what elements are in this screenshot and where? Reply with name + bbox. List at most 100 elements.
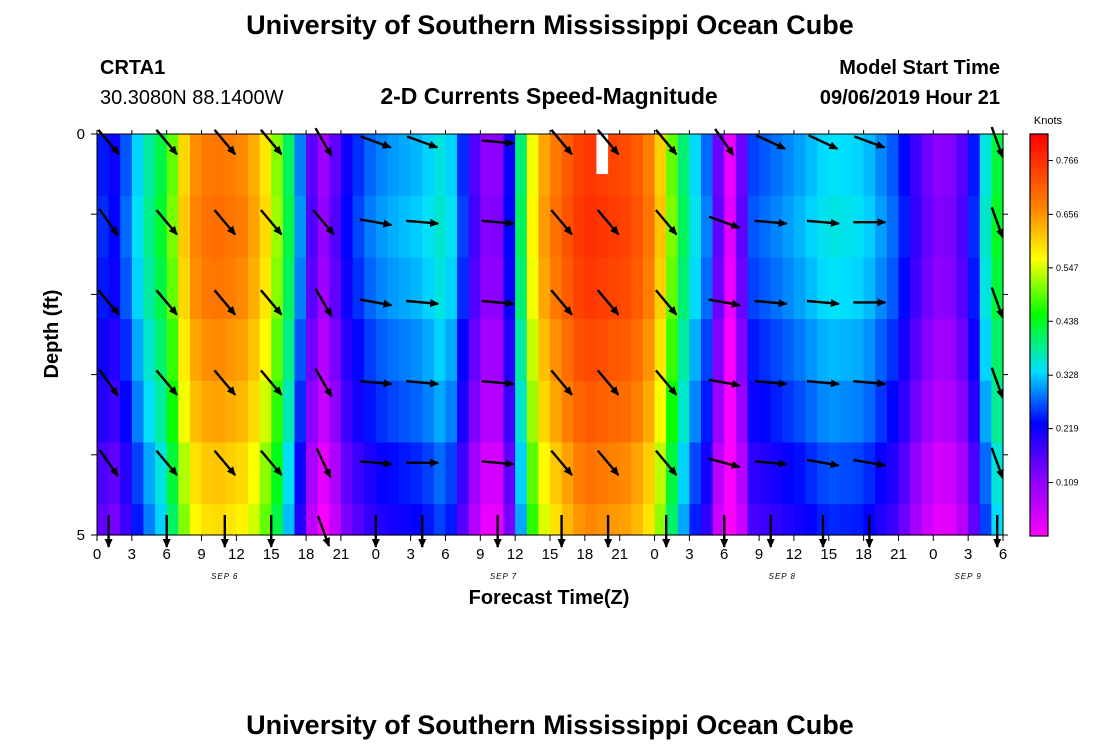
heat-cell (735, 319, 749, 382)
heat-cell (515, 195, 528, 258)
heat-cell (503, 504, 516, 536)
heat-cell (480, 134, 493, 197)
heat-cell (712, 504, 725, 536)
heat-cell (131, 195, 145, 258)
heat-cell (306, 442, 319, 505)
heat-cell (898, 442, 911, 505)
heat-cell (886, 195, 900, 258)
heat-cell (968, 134, 981, 197)
heat-cell (619, 134, 632, 197)
heat-cell (97, 319, 110, 382)
heat-cell (910, 504, 923, 536)
heat-cell (863, 380, 876, 444)
heat-cell (375, 442, 388, 505)
heat-cell (433, 134, 447, 197)
heat-cell (271, 319, 284, 382)
heat-cell (770, 380, 783, 444)
heat-cell (863, 257, 876, 320)
heat-cell (654, 504, 667, 536)
heat-cell (968, 380, 981, 444)
current-vector (806, 299, 840, 308)
heat-cell (666, 257, 679, 320)
heat-cell (294, 380, 307, 444)
heat-cell (248, 380, 261, 444)
heat-cell (631, 134, 644, 197)
heat-cell (793, 442, 807, 505)
current-vector (406, 135, 439, 149)
heat-cell (701, 195, 714, 258)
heat-cell (886, 134, 900, 197)
heat-cell (236, 504, 249, 536)
heat-cell (294, 195, 307, 258)
heat-cell (166, 504, 179, 536)
heat-cell (747, 442, 760, 505)
heat-cell (724, 195, 737, 258)
heat-cell (642, 134, 656, 197)
heat-cell (526, 442, 539, 505)
heat-cell (677, 257, 690, 320)
heat-cell (689, 380, 702, 444)
heat-cell (991, 380, 1004, 444)
current-vector (359, 459, 393, 468)
heat-cell (294, 319, 307, 382)
x-tick-label: 6 (999, 546, 1007, 563)
heat-cell (654, 257, 667, 320)
heat-cell (642, 195, 656, 258)
heat-cell (898, 319, 911, 382)
heat-cell (178, 195, 191, 258)
colorbar: 0.766 0.656 0.547 0.438 0.328 0.219 0.109 (1029, 133, 1079, 537)
date-label: SEP 9 (954, 572, 981, 581)
heat-cell (852, 134, 865, 197)
heat-cell (282, 442, 296, 505)
heat-cell (422, 257, 435, 320)
current-vector (806, 218, 840, 227)
heat-cell (515, 380, 528, 444)
heat-cell (410, 504, 423, 536)
heat-cell (306, 195, 319, 258)
heat-cell (457, 319, 470, 382)
heat-cell (724, 380, 737, 444)
heat-cell (340, 319, 354, 382)
heat-cell (526, 319, 539, 382)
heat-cell (515, 504, 528, 536)
x-tick-label: 9 (755, 546, 763, 563)
heat-cell (352, 504, 365, 536)
heat-cell (317, 257, 330, 320)
heat-cell (840, 134, 853, 197)
heat-cell (677, 380, 690, 444)
heat-cell (329, 319, 342, 382)
heat-cell (224, 195, 237, 258)
heat-cell (306, 380, 319, 444)
colorbar-unit-label: Knots (1034, 115, 1063, 127)
heat-cell (352, 319, 365, 382)
heat-cell (178, 380, 191, 444)
heat-cell (503, 442, 516, 505)
heat-cell (97, 195, 110, 258)
heat-cell (131, 380, 145, 444)
heat-cell (712, 442, 725, 505)
current-vector (406, 299, 440, 308)
heat-cell (480, 380, 493, 444)
current-vector (754, 299, 788, 308)
heat-cell (608, 504, 621, 536)
x-axis-label: Forecast Time(Z) (469, 587, 630, 609)
heat-cell (666, 195, 679, 258)
heat-cell (189, 257, 203, 320)
heat-cell (201, 134, 214, 197)
heat-cell (944, 195, 958, 258)
heat-cell (445, 442, 458, 505)
heat-cell (642, 319, 656, 382)
current-vector (853, 135, 886, 149)
heat-cell (770, 134, 783, 197)
x-tick-label: 12 (228, 546, 245, 563)
heat-cell (793, 134, 807, 197)
heat-cell (259, 442, 272, 505)
heat-cell (968, 195, 981, 258)
heat-cell (364, 380, 377, 444)
current-vector (259, 209, 283, 236)
heat-cell (921, 134, 934, 197)
heat-cell (352, 442, 365, 505)
x-tick-label: 21 (333, 546, 350, 563)
heat-cell (654, 319, 667, 382)
heat-cell (538, 380, 551, 444)
